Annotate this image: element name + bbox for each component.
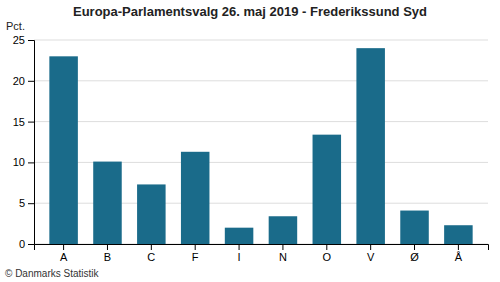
x-tick: I bbox=[238, 244, 241, 263]
x-tick-label: V bbox=[367, 251, 375, 263]
x-tick-mark bbox=[458, 244, 459, 250]
y-tick-label: 0 bbox=[19, 238, 25, 250]
x-tick-label: F bbox=[192, 251, 199, 263]
x-tick-label: C bbox=[147, 251, 155, 263]
y-tick-label: 20 bbox=[13, 75, 25, 87]
x-tick-mark bbox=[414, 244, 415, 250]
x-tick: A bbox=[60, 244, 68, 263]
y-tick-mark bbox=[28, 203, 34, 204]
x-axis: ABCFINOVØÅ bbox=[35, 244, 489, 263]
x-tick: C bbox=[147, 244, 155, 263]
x-tick-mark bbox=[239, 244, 240, 250]
bar bbox=[49, 56, 78, 244]
y-tick: 5 bbox=[19, 197, 34, 209]
y-tick: 15 bbox=[13, 116, 34, 128]
x-tick-label: Ø bbox=[410, 251, 419, 263]
grid-line bbox=[34, 80, 488, 81]
x-tick: Ø bbox=[410, 244, 419, 263]
grid-line bbox=[34, 40, 488, 41]
x-tick-label: Å bbox=[455, 251, 463, 263]
bar bbox=[356, 48, 385, 244]
x-tick: O bbox=[323, 244, 332, 263]
y-tick-mark bbox=[28, 244, 34, 245]
bar bbox=[444, 225, 473, 244]
x-tick-label: I bbox=[238, 251, 241, 263]
y-axis-line bbox=[28, 41, 35, 245]
x-tick-mark bbox=[107, 244, 108, 250]
x-tick: F bbox=[192, 244, 199, 263]
x-axis-line bbox=[35, 245, 489, 251]
y-tick-mark bbox=[28, 122, 34, 123]
footer: © Danmarks Statistik bbox=[5, 268, 100, 279]
x-tick-label: A bbox=[60, 251, 68, 263]
x-tick-mark bbox=[282, 244, 283, 250]
y-tick-label: 25 bbox=[13, 34, 25, 46]
bar bbox=[93, 162, 122, 244]
bar bbox=[269, 216, 298, 244]
y-tick-label: 10 bbox=[13, 156, 25, 168]
y-tick: 0 bbox=[19, 238, 34, 250]
grid bbox=[34, 40, 488, 244]
x-tick-label: O bbox=[323, 251, 332, 263]
x-tick-label: N bbox=[279, 251, 287, 263]
y-label: Pct. bbox=[6, 20, 25, 32]
grid-line bbox=[34, 121, 488, 122]
y-tick-mark bbox=[28, 81, 34, 82]
x-tick-mark bbox=[195, 244, 196, 250]
bar bbox=[137, 184, 166, 244]
x-tick: V bbox=[367, 244, 375, 263]
y-tick: 25 bbox=[13, 34, 34, 46]
x-tick: B bbox=[104, 244, 111, 263]
bars bbox=[49, 48, 472, 244]
y-tick-label: 15 bbox=[13, 116, 25, 128]
y-tick-label: 5 bbox=[19, 197, 25, 209]
bar bbox=[225, 228, 254, 244]
x-tick-mark bbox=[151, 244, 152, 250]
y-tick: 10 bbox=[13, 156, 34, 168]
bar bbox=[313, 135, 342, 244]
y-tick: 20 bbox=[13, 75, 34, 87]
bar bbox=[181, 152, 210, 244]
y-tick-mark bbox=[28, 40, 34, 41]
x-tick-mark bbox=[370, 244, 371, 250]
y-axis: 0 5 10 15 20 25 bbox=[13, 34, 35, 250]
y-tick-mark bbox=[28, 162, 34, 163]
plot: 0 5 10 15 20 25 A B C F I N O V Ø Å bbox=[13, 34, 489, 263]
chart: Europa-Parlamentsvalg 26. maj 2019 - Fre… bbox=[0, 0, 500, 282]
bar bbox=[400, 211, 429, 244]
x-tick-label: B bbox=[104, 251, 111, 263]
x-tick: Å bbox=[455, 244, 463, 263]
x-tick: N bbox=[279, 244, 287, 263]
x-tick-mark bbox=[326, 244, 327, 250]
x-tick-mark bbox=[63, 244, 64, 250]
title: Europa-Parlamentsvalg 26. maj 2019 - Fre… bbox=[73, 4, 427, 19]
